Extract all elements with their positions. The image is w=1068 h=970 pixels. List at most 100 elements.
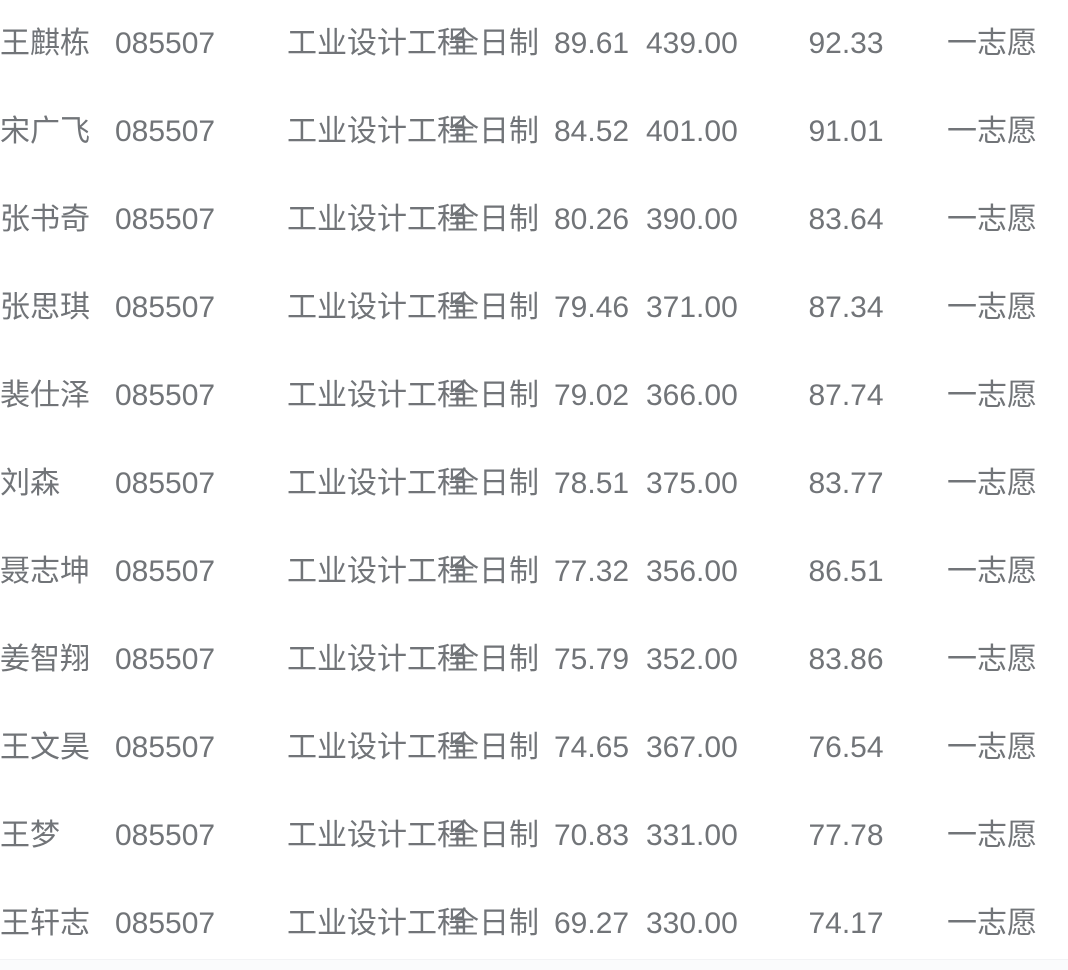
cell-study-type: 全日制 (449, 907, 539, 941)
cell-major-code: 085507 (115, 203, 216, 237)
cell-score-3: 86.51 (808, 555, 884, 589)
cell-major-name: 工业设计工程 (287, 379, 467, 413)
cell-admission-type: 一志愿 (947, 467, 1037, 501)
cell-score-2: 330.00 (646, 907, 738, 941)
cell-student-name: 王麒栋 (0, 27, 90, 61)
cell-admission-type: 一志愿 (947, 203, 1037, 237)
cell-score-1: 89.61 (554, 27, 630, 61)
cell-major-code: 085507 (115, 907, 216, 941)
cell-score-3: 76.54 (808, 731, 884, 765)
cell-score-2: 356.00 (646, 555, 738, 589)
cell-student-name: 王梦 (0, 819, 60, 853)
cell-score-3: 83.86 (808, 643, 884, 677)
cell-major-name: 工业设计工程 (287, 819, 467, 853)
cell-score-3: 77.78 (808, 819, 884, 853)
cell-score-2: 390.00 (646, 203, 738, 237)
cell-study-type: 全日制 (449, 27, 539, 61)
cell-study-type: 全日制 (449, 203, 539, 237)
cell-score-2: 371.00 (646, 291, 738, 325)
cell-major-name: 工业设计工程 (287, 643, 467, 677)
table-row: 王梦 085507 工业设计工程 全日制 70.83 331.00 77.78 … (0, 792, 1068, 880)
cell-student-name: 聂志坤 (0, 555, 90, 589)
cell-admission-type: 一志愿 (947, 731, 1037, 765)
cell-score-1: 84.52 (554, 115, 630, 149)
cell-major-name: 工业设计工程 (287, 203, 467, 237)
cell-student-name: 刘森 (0, 467, 60, 501)
cell-major-name: 工业设计工程 (287, 291, 467, 325)
table-row: 姜智翔 085507 工业设计工程 全日制 75.79 352.00 83.86… (0, 616, 1068, 704)
cell-score-2: 366.00 (646, 379, 738, 413)
cell-score-1: 70.83 (554, 819, 630, 853)
cell-major-name: 工业设计工程 (287, 27, 467, 61)
cell-admission-type: 一志愿 (947, 27, 1037, 61)
cell-score-2: 352.00 (646, 643, 738, 677)
cell-study-type: 全日制 (449, 555, 539, 589)
cell-admission-type: 一志愿 (947, 907, 1037, 941)
cell-study-type: 全日制 (449, 379, 539, 413)
cell-score-1: 78.51 (554, 467, 630, 501)
cell-major-code: 085507 (115, 555, 216, 589)
cell-score-1: 75.79 (554, 643, 630, 677)
cell-major-code: 085507 (115, 115, 216, 149)
cell-score-1: 77.32 (554, 555, 630, 589)
cell-admission-type: 一志愿 (947, 115, 1037, 149)
cell-score-2: 367.00 (646, 731, 738, 765)
cell-study-type: 全日制 (449, 467, 539, 501)
cell-score-3: 83.77 (808, 467, 884, 501)
cell-score-2: 401.00 (646, 115, 738, 149)
cell-study-type: 全日制 (449, 819, 539, 853)
cell-admission-type: 一志愿 (947, 819, 1037, 853)
table-row: 刘森 085507 工业设计工程 全日制 78.51 375.00 83.77 … (0, 440, 1068, 528)
table-row: 王轩志 085507 工业设计工程 全日制 69.27 330.00 74.17… (0, 880, 1068, 968)
cell-score-3: 91.01 (808, 115, 884, 149)
cell-major-name: 工业设计工程 (287, 731, 467, 765)
cell-score-3: 87.34 (808, 291, 884, 325)
table-row: 裴仕泽 085507 工业设计工程 全日制 79.02 366.00 87.74… (0, 352, 1068, 440)
table-row: 聂志坤 085507 工业设计工程 全日制 77.32 356.00 86.51… (0, 528, 1068, 616)
cell-score-3: 74.17 (808, 907, 884, 941)
cell-study-type: 全日制 (449, 291, 539, 325)
cell-student-name: 王文昊 (0, 731, 90, 765)
cell-study-type: 全日制 (449, 643, 539, 677)
cell-major-code: 085507 (115, 731, 216, 765)
cell-major-name: 工业设计工程 (287, 907, 467, 941)
cell-major-name: 工业设计工程 (287, 115, 467, 149)
cell-score-2: 439.00 (646, 27, 738, 61)
cell-score-1: 79.46 (554, 291, 630, 325)
cell-admission-type: 一志愿 (947, 379, 1037, 413)
cell-student-name: 宋广飞 (0, 115, 90, 149)
table-row: 张思琪 085507 工业设计工程 全日制 79.46 371.00 87.34… (0, 264, 1068, 352)
cell-score-3: 83.64 (808, 203, 884, 237)
cell-score-1: 74.65 (554, 731, 630, 765)
bottom-divider (0, 959, 1068, 970)
cell-major-name: 工业设计工程 (287, 467, 467, 501)
cell-admission-type: 一志愿 (947, 291, 1037, 325)
cell-major-code: 085507 (115, 291, 216, 325)
cell-score-3: 87.74 (808, 379, 884, 413)
table-row: 张书奇 085507 工业设计工程 全日制 80.26 390.00 83.64… (0, 176, 1068, 264)
cell-student-name: 裴仕泽 (0, 379, 90, 413)
cell-student-name: 张思琪 (0, 291, 90, 325)
cell-score-2: 375.00 (646, 467, 738, 501)
cell-score-3: 92.33 (808, 27, 884, 61)
table-row: 王麒栋 085507 工业设计工程 全日制 89.61 439.00 92.33… (0, 0, 1068, 88)
cell-student-name: 张书奇 (0, 203, 90, 237)
cell-major-code: 085507 (115, 643, 216, 677)
cell-student-name: 姜智翔 (0, 643, 90, 677)
cell-score-2: 331.00 (646, 819, 738, 853)
cell-major-code: 085507 (115, 467, 216, 501)
cell-study-type: 全日制 (449, 115, 539, 149)
cell-major-code: 085507 (115, 27, 216, 61)
table-row: 王文昊 085507 工业设计工程 全日制 74.65 367.00 76.54… (0, 704, 1068, 792)
cell-admission-type: 一志愿 (947, 643, 1037, 677)
cell-score-1: 79.02 (554, 379, 630, 413)
cell-major-code: 085507 (115, 819, 216, 853)
cell-major-code: 085507 (115, 379, 216, 413)
cell-major-name: 工业设计工程 (287, 555, 467, 589)
table-row: 宋广飞 085507 工业设计工程 全日制 84.52 401.00 91.01… (0, 88, 1068, 176)
cell-score-1: 80.26 (554, 203, 630, 237)
cell-study-type: 全日制 (449, 731, 539, 765)
